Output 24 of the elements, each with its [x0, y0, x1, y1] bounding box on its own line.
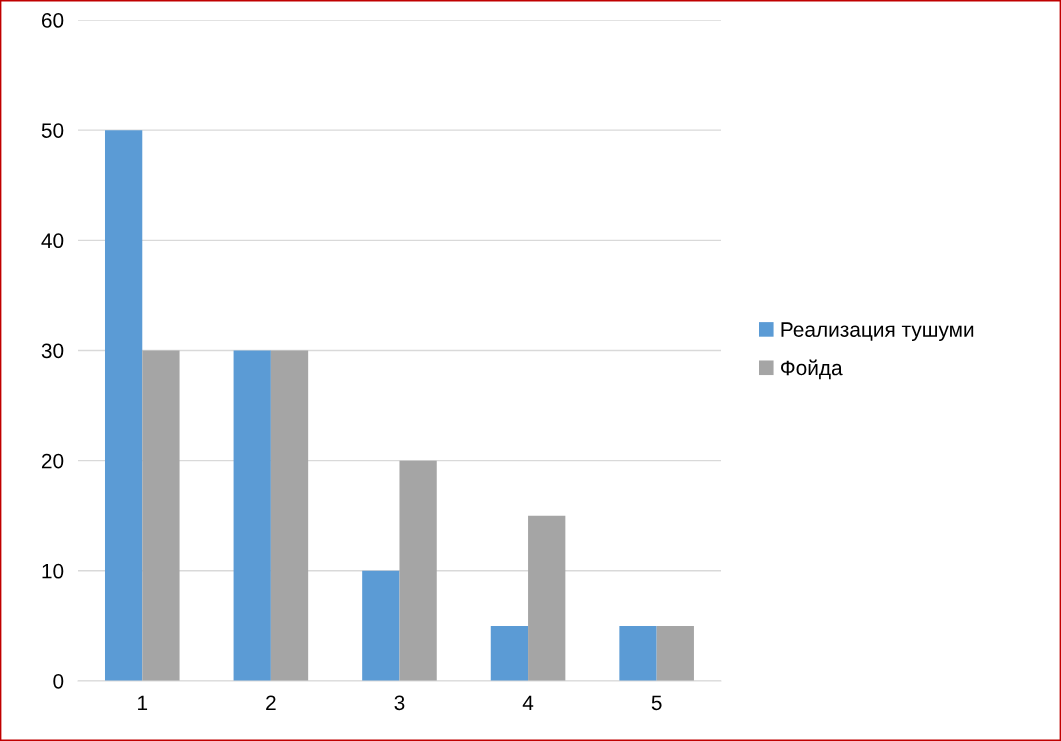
- bar: [490, 625, 529, 681]
- bar: [270, 350, 309, 681]
- x-tick-label: 1: [138, 695, 148, 710]
- bar: [142, 350, 180, 681]
- x-tick-label: 4: [522, 695, 534, 710]
- bar: [104, 130, 143, 681]
- bar: [399, 460, 437, 681]
- y-tick-label: 0: [53, 673, 64, 689]
- legend-label: Реализация тушуми: [781, 322, 974, 342]
- y-tick-label: 60: [41, 13, 64, 28]
- bar: [233, 350, 271, 681]
- y-tick-label: 50: [41, 123, 64, 138]
- x-tick-label: 3: [394, 695, 405, 711]
- y-tick-label: 40: [41, 233, 64, 249]
- y-tick-label: 30: [41, 343, 64, 359]
- x-tick-label: 2: [266, 695, 276, 710]
- y-tick-label: 20: [41, 453, 64, 469]
- x-tick-label: 5: [651, 695, 662, 711]
- bar: [528, 515, 566, 681]
- bar: [656, 625, 694, 681]
- bar: [619, 625, 657, 681]
- legend-label: Фойда: [781, 359, 843, 380]
- bar: [362, 570, 400, 681]
- y-tick-label: 10: [42, 563, 64, 579]
